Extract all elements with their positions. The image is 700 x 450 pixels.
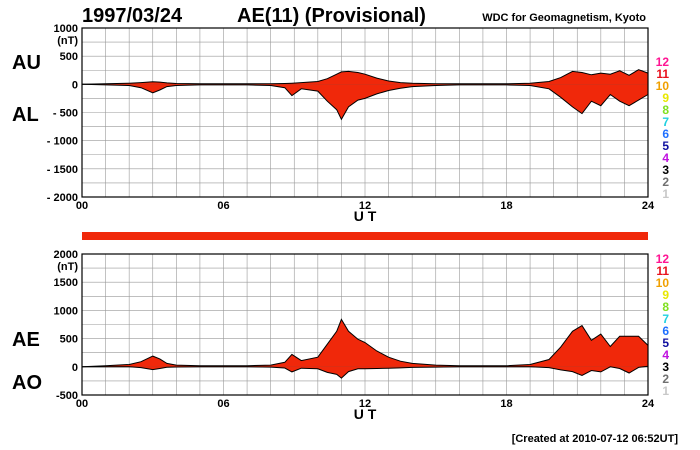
ae-ao-unit-label: (nT)	[57, 261, 78, 273]
x-tick-label: 06	[217, 398, 229, 410]
legend-item: 1	[662, 187, 669, 201]
ae-label: AE	[12, 329, 40, 351]
y-tick-label: 1500	[54, 277, 78, 289]
au-al-frame	[81, 27, 649, 198]
legend-item: 8	[662, 103, 669, 117]
ae-ao-x-label: U T	[354, 406, 377, 422]
date-title: 1997/03/24	[82, 5, 183, 27]
legend-item: 6	[662, 127, 669, 141]
al-line	[81, 83, 649, 121]
legend-item: 2	[662, 372, 669, 386]
legend-item: 3	[662, 360, 669, 374]
legend-item: 7	[662, 312, 669, 326]
al-label: AL	[12, 104, 39, 126]
legend-item: 6	[662, 324, 669, 338]
legend-item: 7	[662, 115, 669, 129]
y-tick-label: 1000	[54, 23, 78, 35]
y-tick-label: 500	[60, 51, 78, 63]
chart-title: AE(11) (Provisional)	[237, 5, 426, 27]
au-al-unit-label: (nT)	[57, 35, 78, 47]
legend-item: 4	[662, 348, 669, 362]
legend-item: 11	[656, 67, 669, 81]
x-tick-label: 12	[359, 398, 371, 410]
legend-item: 1	[662, 384, 669, 398]
ao-line	[82, 365, 649, 379]
x-tick-label: 24	[642, 398, 655, 410]
ae-ao-panel: 2000 1500 1000 500 0 -500 00 06 12 18 24 (nT) U T…	[12, 249, 655, 422]
y-tick-label: - 500	[53, 108, 78, 120]
ae-ao-grid	[82, 254, 648, 395]
x-tick-label: 18	[500, 200, 512, 212]
au-al-grid	[82, 28, 648, 197]
legend-item: 2	[662, 175, 669, 189]
y-tick-label: 0	[72, 362, 78, 374]
y-tick-label: - 2000	[47, 192, 78, 204]
created-timestamp: [Created at 2010-07-12 06:52UT]	[512, 433, 679, 445]
y-tick-label: 2000	[54, 249, 78, 261]
x-tick-label: 00	[76, 200, 88, 212]
x-tick-label: 24	[642, 200, 655, 212]
au-line	[81, 69, 649, 85]
legend-item: 9	[662, 91, 669, 105]
ae-line	[81, 318, 649, 368]
legend-item: 12	[656, 55, 670, 69]
al-area	[82, 84, 648, 120]
y-tick-label: - 1000	[47, 136, 78, 148]
legend-item: 5	[662, 139, 669, 153]
legend-item: 8	[662, 300, 669, 314]
legend-item: 9	[662, 288, 669, 302]
x-tick-label: 18	[500, 398, 512, 410]
legend-item: 12	[656, 252, 670, 266]
y-tick-label: 500	[60, 334, 78, 346]
au-al-x-ticks: 00 06 12 18 24	[76, 200, 655, 212]
ao-label: AO	[12, 372, 42, 394]
organization-label: WDC for Geomagnetism, Kyoto	[482, 12, 646, 24]
x-tick-label: 12	[359, 200, 371, 212]
legend-item: 3	[662, 163, 669, 177]
legend-item: 10	[656, 79, 670, 93]
au-al-y-ticks: 1000 500 0 - 500 - 1000 - 1500 - 2000	[47, 23, 78, 204]
au-al-panel: 1000 500 0 - 500 - 1000 - 1500 - 2000 00 06 12 18…	[12, 23, 655, 224]
y-tick-label: 1000	[54, 305, 78, 317]
y-tick-label: - 1500	[47, 164, 78, 176]
ae-ao-x-ticks: 00 06 12 18 24	[76, 398, 655, 410]
legend-item: 10	[656, 276, 670, 290]
x-tick-label: 00	[76, 398, 88, 410]
legend-item: 11	[656, 264, 669, 278]
y-tick-label: -500	[56, 390, 78, 402]
ae-ao-y-ticks: 2000 1500 1000 500 0 -500	[54, 249, 78, 402]
au-label: AU	[12, 52, 41, 74]
legend-item: 5	[662, 336, 669, 350]
x-tick-label: 06	[217, 200, 229, 212]
status-bar	[82, 232, 648, 240]
y-tick-label: 0	[72, 79, 78, 91]
legend-item: 4	[662, 151, 669, 165]
au-al-x-label: U T	[354, 208, 377, 224]
ae-ao-frame	[81, 253, 649, 396]
au-area	[82, 69, 648, 85]
